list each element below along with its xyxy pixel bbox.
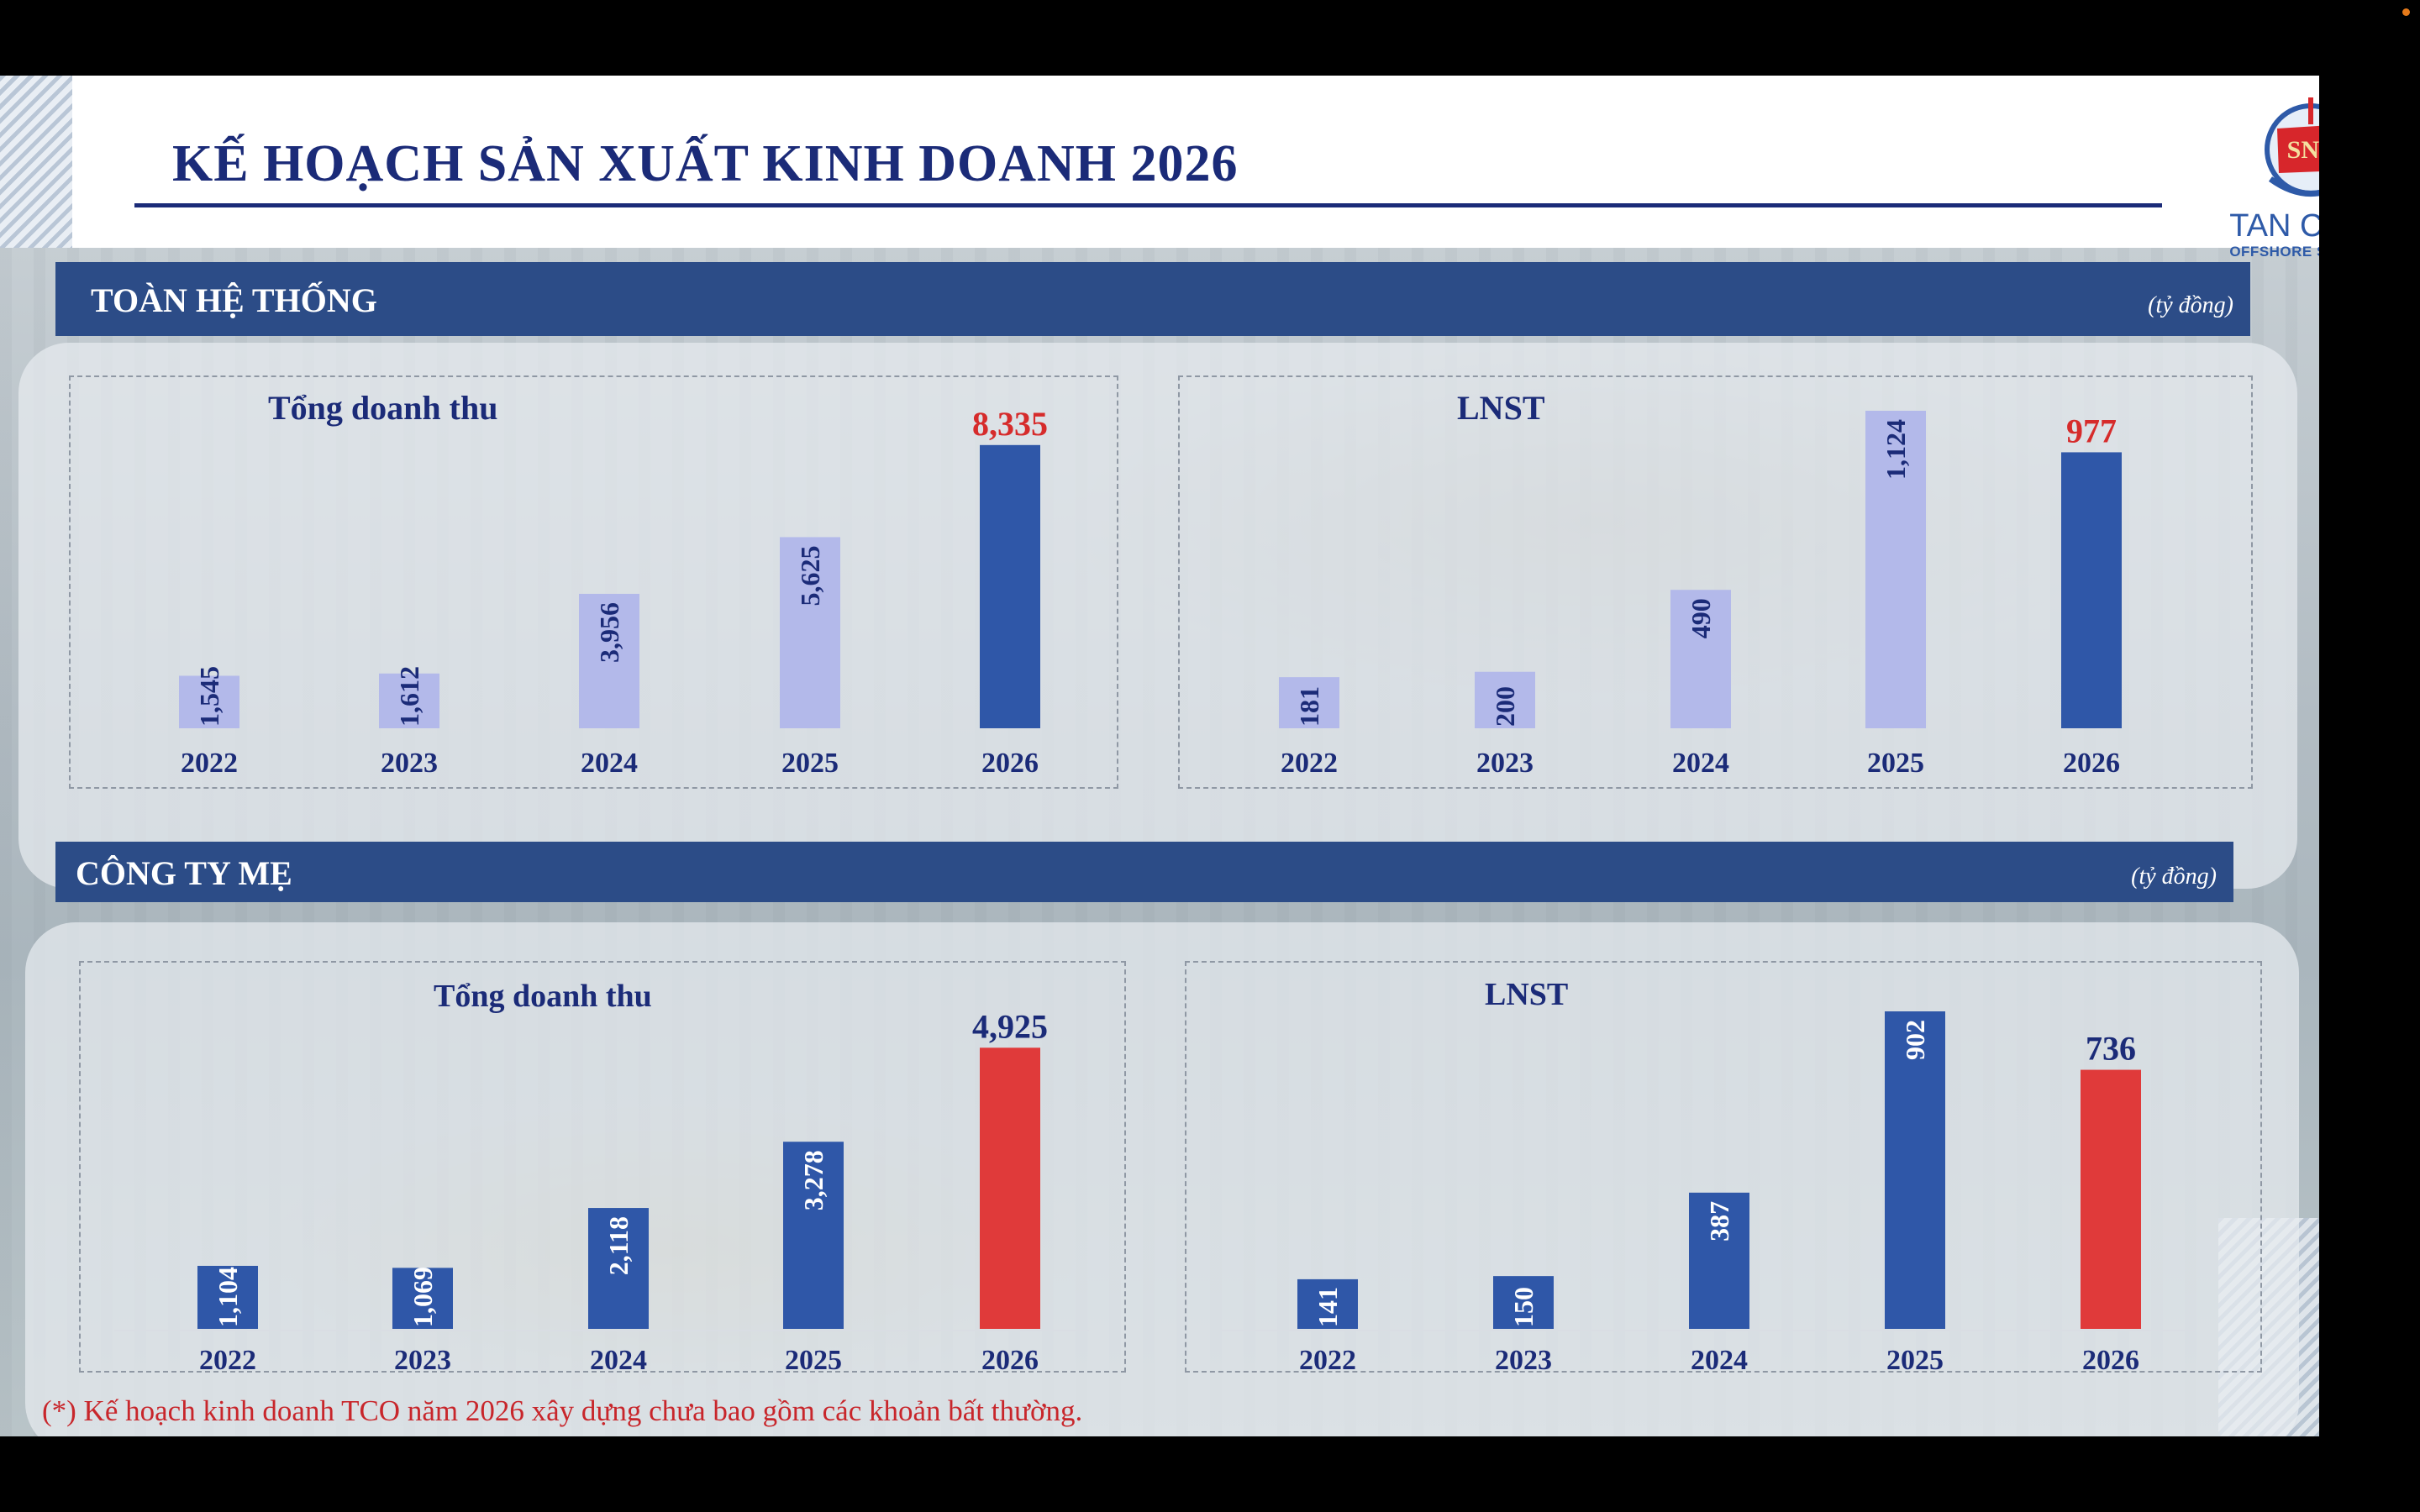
x-tick-2022: 2022 [199,1345,256,1371]
bar-2024 [588,1208,649,1329]
x-tick-2022: 2022 [181,748,238,779]
bar-2024 [579,593,639,728]
chart-svg: LNST 141 2022 150 2023 387 2024 902 2025 736 2026 [1220,977,2195,1371]
data-label-2024: 2,118 [603,1216,634,1275]
bar-2023 [392,1268,453,1329]
bar-2026 [2081,1069,2141,1329]
slide: KẾ HOẠCH SẢN XUẤT KINH DOANH 2026 SNP TA… [0,76,2319,1436]
data-label-2022: 1,545 [194,666,224,727]
x-tick-2024: 2024 [581,748,638,779]
chart-title: LNST [1485,977,1568,1012]
unit-label: (tỷ đồng) [2131,864,2217,890]
bar-2022 [179,675,239,728]
data-label-2024: 3,956 [594,602,624,663]
x-tick-2022: 2022 [1299,1345,1356,1371]
chart-title: LNST [1457,389,1545,427]
bar-2026 [980,444,1040,728]
title-underline [134,203,2162,207]
logo-anchor-icon [2268,176,2319,197]
chart-parent-revenue: Tổng doanh thu 1,104 2022 1,069 2023 2,118 202… [79,961,1126,1373]
x-tick-2025: 2025 [781,748,839,779]
bar-2026 [2061,452,2122,728]
bar-2023 [1475,671,1535,728]
x-tick-2023: 2023 [394,1345,451,1371]
bar-2024 [1670,590,1731,728]
chart-svg: Tổng doanh thu 1,104 2022 1,069 2023 2,118 202… [114,979,1089,1371]
header-area [72,76,2319,248]
bar-2022 [197,1265,258,1329]
bar-2026 [980,1047,1040,1329]
bar-2024 [1689,1192,1749,1329]
section-band-parent: CÔNG TY MẸ (tỷ đồng) [55,842,2233,902]
data-label-2026: 8,335 [972,405,1048,443]
data-label-2024: 490 [1686,598,1716,638]
x-tick-2023: 2023 [381,748,438,779]
x-tick-2026: 2026 [981,1345,1039,1371]
x-tick-2026: 2026 [2063,748,2120,779]
bar-2025 [1885,1011,1945,1329]
x-tick-2024: 2024 [590,1345,647,1371]
decorative-stripes-left [0,76,72,248]
unit-label: (tỷ đồng) [2148,292,2233,318]
bar-2025 [783,1142,844,1329]
x-tick-2022: 2022 [1281,748,1338,779]
x-tick-2023: 2023 [1476,748,1534,779]
data-label-2025: 5,625 [795,545,825,606]
data-label-2023: 1,612 [394,666,424,727]
data-label-2022: 141 [1313,1287,1343,1327]
bar-2025 [780,537,840,728]
section-band-system: TOÀN HỆ THỐNG (tỷ đồng) [55,262,2250,336]
data-label-2023: 1,069 [408,1267,438,1327]
x-tick-2024: 2024 [1691,1345,1748,1371]
data-label-2023: 150 [1508,1287,1539,1327]
data-label-2026: 736 [2086,1030,2136,1068]
chart-system-revenue: Tổng doanh thu 1,545 2022 1,612 2023 3,956 202… [69,375,1118,789]
data-label-2022: 1,104 [213,1267,243,1327]
chart-title: Tổng doanh thu [268,389,497,427]
chart-svg: Tổng doanh thu 1,545 2022 1,612 2023 3,956 202… [179,389,1048,779]
bar-2025 [1865,411,1926,728]
recording-indicator-icon [2402,8,2410,16]
x-tick-2026: 2026 [981,748,1039,779]
section-label: TOÀN HỆ THỐNG [91,281,377,319]
chart-system-profit: LNST 181 2022 200 2023 490 2024 1,124 2025 977 202… [1178,375,2253,789]
logo-name: TAN CANG [2229,208,2319,244]
logo-subtitle: OFFSHORE SERVICES [2229,244,2319,260]
data-label-2025: 1,124 [1881,419,1911,480]
data-label-2025: 3,278 [798,1150,829,1210]
bar-2022 [1297,1278,1358,1329]
chart-svg: LNST 181 2022 200 2023 490 2024 1,124 2025 977 202… [1279,389,2122,779]
data-label-2026: 977 [2066,412,2117,449]
x-tick-2024: 2024 [1672,748,1729,779]
bar-2023 [1493,1276,1554,1329]
x-tick-2026: 2026 [2082,1345,2139,1371]
x-tick-2023: 2023 [1495,1345,1552,1371]
data-label-2026: 4,925 [972,1007,1048,1045]
chart-parent-profit: LNST 141 2022 150 2023 387 2024 902 2025 736 2026 [1185,961,2262,1373]
bar-2023 [379,673,439,728]
chart-title: Tổng doanh thu [434,979,652,1014]
logo-badge-text: SNP [2287,136,2319,164]
x-tick-2025: 2025 [1867,748,1924,779]
slide-title: KẾ HOẠCH SẢN XUẤT KINH DOANH 2026 [172,135,1239,192]
section-label: CÔNG TY MẸ [76,854,292,892]
logo-flag-icon [2277,125,2319,173]
data-label-2025: 902 [1900,1020,1930,1060]
company-logo: SNP [2265,97,2319,197]
data-label-2023: 200 [1490,686,1520,727]
footnote: (*) Kế hoạch kinh doanh TCO năm 2026 xây… [42,1394,1083,1427]
x-tick-2025: 2025 [785,1345,842,1371]
x-tick-2025: 2025 [1886,1345,1944,1371]
data-label-2022: 181 [1294,686,1324,727]
data-label-2024: 387 [1704,1201,1734,1242]
bar-2022 [1279,677,1339,728]
